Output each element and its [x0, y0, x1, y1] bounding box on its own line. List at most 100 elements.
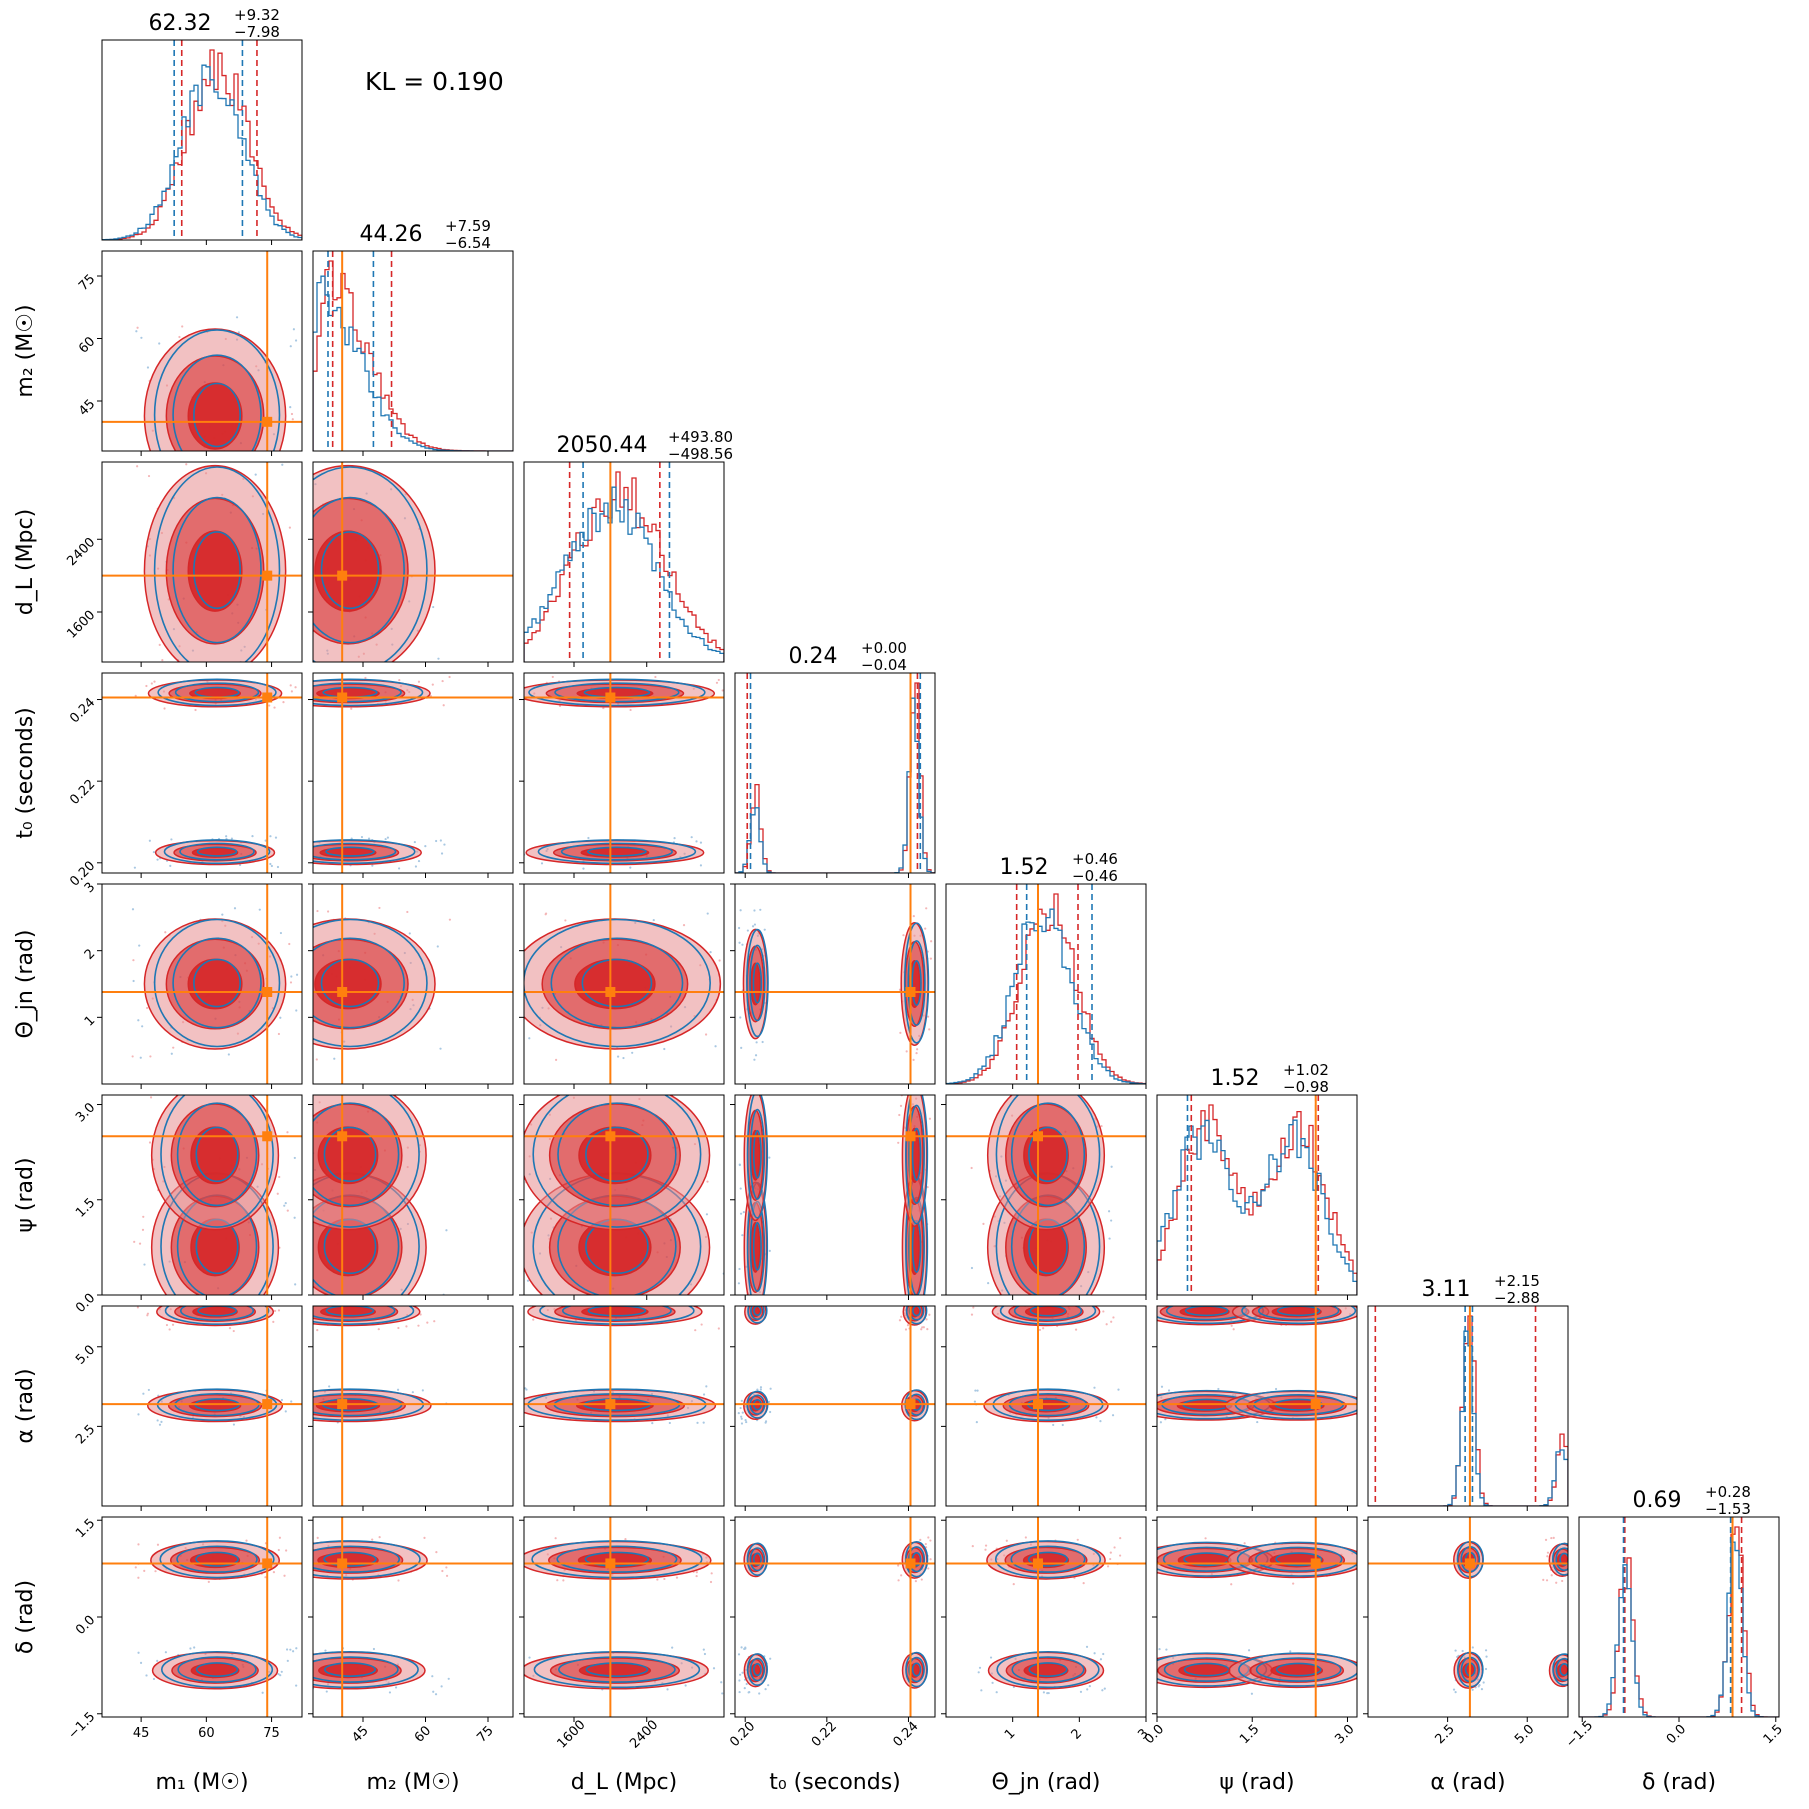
histogram-panel: 1.52 +1.02−0.98 — [1156, 1061, 1358, 1300]
truth-marker — [905, 1399, 916, 1410]
blue-contour — [313, 1306, 415, 1325]
x-axis-label: m₂ (M☉) — [366, 1770, 459, 1795]
sample-point — [137, 1576, 140, 1579]
sample-point — [398, 679, 401, 682]
contour-panel: 1600 2400 — [519, 1516, 734, 1752]
sample-point — [277, 1309, 281, 1312]
sample-point — [1276, 1299, 1278, 1301]
panel-frame — [1578, 1516, 1780, 1718]
sample-point — [181, 325, 184, 328]
blue-contour — [159, 1540, 275, 1579]
sample-point — [413, 840, 416, 844]
sample-point — [388, 1691, 392, 1694]
sample-point — [291, 418, 294, 421]
sample-point — [555, 1058, 558, 1062]
sample-point — [1127, 1649, 1129, 1651]
sample-point — [258, 479, 260, 481]
sample-point — [1103, 1687, 1106, 1690]
sample-point — [978, 1666, 982, 1669]
sample-point — [290, 1400, 293, 1403]
sample-point — [767, 1684, 770, 1687]
y-axis-label: ψ (rad) — [13, 1157, 38, 1232]
blue-contour — [749, 1547, 766, 1572]
sample-point — [737, 1412, 740, 1415]
sample-point — [739, 1406, 742, 1410]
sample-point — [902, 934, 905, 937]
panel-frame — [1156, 1094, 1358, 1296]
sample-point — [727, 1307, 729, 1309]
sample-point — [1102, 1652, 1105, 1656]
sample-point — [899, 1104, 903, 1107]
sample-point — [146, 1312, 150, 1315]
sample-point — [293, 1216, 296, 1219]
panel-frame — [1367, 1305, 1569, 1507]
sample-point — [977, 1671, 980, 1674]
sample-point — [745, 1682, 748, 1686]
x-tick-label: 1600 — [555, 1718, 589, 1752]
y-axis-label: d_L (Mpc) — [13, 509, 38, 615]
sample-point — [1569, 1571, 1571, 1573]
sample-point — [741, 1234, 744, 1237]
sample-point — [916, 1297, 918, 1299]
red-contour — [314, 530, 382, 612]
blue-contour — [313, 1540, 421, 1579]
sample-point — [1542, 1578, 1545, 1581]
x-tick-label: 3.0 — [1332, 1722, 1357, 1747]
sample-point — [1570, 1565, 1572, 1567]
sample-point — [752, 1334, 754, 1336]
blue-contour — [1254, 1546, 1343, 1572]
sample-point — [1074, 1328, 1078, 1331]
truth-marker — [262, 1558, 273, 1569]
posterior-plus: +1.02 — [1283, 1061, 1329, 1079]
sample-point — [554, 1537, 557, 1540]
y-tick-label: 3 — [82, 880, 98, 896]
sample-point — [738, 1329, 740, 1331]
x-tick-label: 60 — [198, 1726, 215, 1741]
sample-point — [521, 922, 523, 924]
sample-point — [740, 1399, 743, 1402]
sample-point — [1012, 1583, 1015, 1586]
sample-point — [276, 1418, 278, 1420]
x-tick-label: 60 — [412, 1723, 434, 1745]
sample-point — [1110, 1303, 1112, 1305]
sample-point — [281, 463, 284, 466]
blue-contour — [313, 1656, 399, 1683]
sample-point — [277, 1032, 281, 1036]
sample-point — [402, 1301, 404, 1303]
x-axis-label: Θ_jn (rad) — [991, 1770, 1100, 1795]
sample-point — [666, 1688, 669, 1691]
blue-contour — [995, 1095, 1101, 1228]
sample-point — [254, 863, 256, 865]
sample-point — [274, 1291, 276, 1293]
y-axis-label: α (rad) — [13, 1368, 38, 1443]
truth-marker — [605, 987, 616, 997]
sample-point — [741, 1671, 744, 1674]
sample-point — [280, 1415, 282, 1417]
sample-point — [310, 1542, 312, 1544]
sample-point — [408, 932, 411, 935]
sample-point — [1256, 1302, 1258, 1304]
sample-point — [442, 704, 445, 707]
sample-point — [551, 675, 554, 679]
sample-point — [1158, 1647, 1161, 1651]
sample-point — [970, 1166, 973, 1170]
sample-point — [308, 864, 310, 866]
sample-point — [305, 1042, 307, 1044]
sample-point — [705, 1385, 708, 1388]
contour-panel — [274, 1291, 514, 1511]
sample-point — [1480, 1688, 1484, 1691]
sample-point — [290, 857, 292, 859]
sample-point — [1206, 1302, 1208, 1304]
sample-point — [251, 1653, 253, 1655]
sample-point — [307, 1316, 309, 1318]
y-axis-label: δ (rad) — [13, 1580, 38, 1654]
truth-marker — [905, 1558, 916, 1569]
sample-point — [153, 680, 156, 683]
sample-point — [732, 1681, 734, 1683]
sample-point — [133, 866, 136, 869]
sample-point — [272, 1320, 275, 1323]
sample-point — [1110, 1219, 1113, 1222]
blue-histogram — [1157, 1119, 1357, 1295]
sample-point — [286, 1423, 288, 1425]
sample-point — [292, 1092, 294, 1094]
